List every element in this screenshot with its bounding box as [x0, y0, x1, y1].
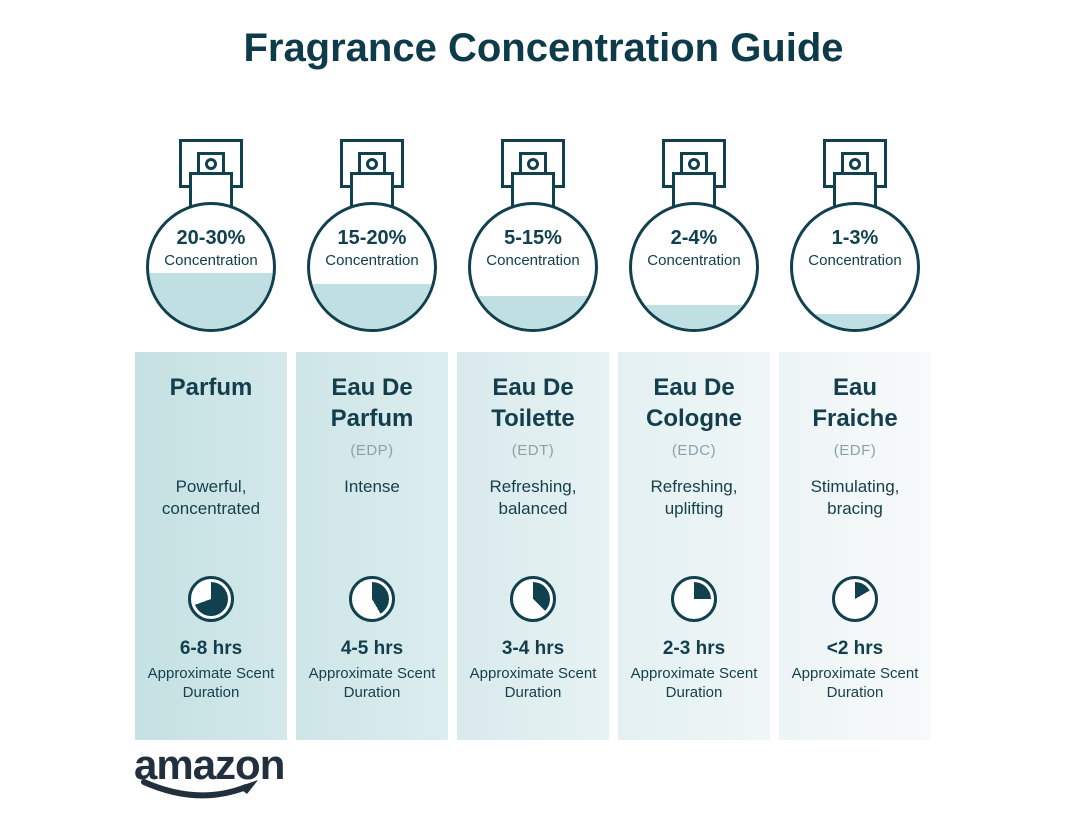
clock-wedge: [194, 582, 228, 616]
scent-duration: 2-3 hrs: [662, 638, 726, 659]
fragrance-name: Eau De Cologne: [646, 374, 742, 432]
fragrance-name: Parfum: [169, 374, 253, 401]
bottle-body: 15-20% Concentration: [307, 202, 437, 332]
concentration-range: 1-3%: [831, 227, 879, 249]
nozzle-hole-icon: [205, 158, 217, 170]
nozzle-hole-icon: [366, 158, 378, 170]
duration-note: Approximate Scent Duration: [791, 665, 919, 701]
column-eau-fraiche: Eau Fraiche (EDF) Stimulating, bracing <…: [779, 352, 931, 740]
concentration-range: 15-20%: [337, 227, 407, 249]
concentration-range: 2-4%: [670, 227, 718, 249]
fragrance-name: Eau Fraiche: [812, 374, 898, 432]
fragrance-description: Refreshing, uplifting: [650, 477, 738, 518]
bottle-eau-de-cologne: 2-4% Concentration: [618, 139, 770, 339]
page-title: Fragrance Concentration Guide: [243, 26, 844, 70]
duration-note: Approximate Scent Duration: [469, 665, 597, 701]
scent-duration: 4-5 hrs: [340, 638, 404, 659]
fragrance-description: Refreshing, balanced: [489, 477, 577, 518]
fragrance-abbr: (EDT): [511, 442, 555, 459]
liquid-fill: [632, 305, 756, 329]
clock-wedge: [838, 582, 872, 616]
scent-duration: 6-8 hrs: [179, 638, 243, 659]
concentration-label: Concentration: [164, 252, 258, 269]
column-eau-de-parfum: Eau De Parfum (EDP) Intense 4-5 hrs Appr…: [296, 352, 448, 740]
scent-duration: 3-4 hrs: [501, 638, 565, 659]
clock-icon: [671, 576, 717, 622]
nozzle-hole-icon: [527, 158, 539, 170]
nozzle-hole-icon: [849, 158, 861, 170]
info-columns-row: Parfum Powerful, concentrated 6-8 hrs Ap…: [135, 352, 931, 740]
clock-wedge: [516, 582, 550, 616]
smile-arrow-icon: [141, 779, 258, 799]
bottle-body: 1-3% Concentration: [790, 202, 920, 332]
bottle-eau-de-toilette: 5-15% Concentration: [457, 139, 609, 339]
concentration-range: 5-15%: [504, 227, 562, 249]
fragrance-description: Intense: [344, 477, 400, 496]
amazon-wordmark: amazon: [134, 741, 285, 788]
clock-wedge: [677, 582, 711, 616]
liquid-fill: [310, 284, 434, 329]
column-parfum: Parfum Powerful, concentrated 6-8 hrs Ap…: [135, 352, 287, 740]
concentration-range: 20-30%: [176, 227, 246, 249]
bottle-body: 20-30% Concentration: [146, 202, 276, 332]
concentration-label: Concentration: [325, 252, 419, 269]
fragrance-name: Eau De Toilette: [491, 374, 575, 432]
bottle-eau-de-parfum: 15-20% Concentration: [296, 139, 448, 339]
fragrance-description: Stimulating, bracing: [810, 477, 900, 518]
clock-icon: [510, 576, 556, 622]
clock-icon: [349, 576, 395, 622]
bottles-row: 20-30% Concentration 15-20% Concentratio…: [135, 139, 931, 339]
fragrance-abbr: (EDP): [350, 442, 394, 459]
concentration-label: Concentration: [647, 252, 741, 269]
concentration-label: Concentration: [486, 252, 580, 269]
fragrance-abbr: (EDF): [833, 442, 877, 459]
liquid-fill: [793, 314, 917, 329]
fragrance-name: Eau De Parfum: [330, 374, 414, 432]
concentration-label: Concentration: [808, 252, 902, 269]
bottle-eau-fraiche: 1-3% Concentration: [779, 139, 931, 339]
liquid-fill: [471, 295, 595, 329]
fragrance-abbr: (EDC): [671, 442, 717, 459]
clock-icon: [832, 576, 878, 622]
column-eau-de-cologne: Eau De Cologne (EDC) Refreshing, uplifti…: [618, 352, 770, 740]
amazon-logo: amazon: [134, 744, 294, 812]
column-eau-de-toilette: Eau De Toilette (EDT) Refreshing, balanc…: [457, 352, 609, 740]
duration-note: Approximate Scent Duration: [630, 665, 758, 701]
bottle-parfum: 20-30% Concentration: [135, 139, 287, 339]
bottle-body: 2-4% Concentration: [629, 202, 759, 332]
duration-note: Approximate Scent Duration: [147, 665, 275, 701]
liquid-fill: [149, 273, 273, 329]
nozzle-hole-icon: [688, 158, 700, 170]
bottle-body: 5-15% Concentration: [468, 202, 598, 332]
scent-duration: <2 hrs: [826, 638, 884, 659]
clock-wedge: [355, 582, 389, 616]
fragrance-description: Powerful, concentrated: [161, 477, 261, 518]
duration-note: Approximate Scent Duration: [308, 665, 436, 701]
clock-icon: [188, 576, 234, 622]
